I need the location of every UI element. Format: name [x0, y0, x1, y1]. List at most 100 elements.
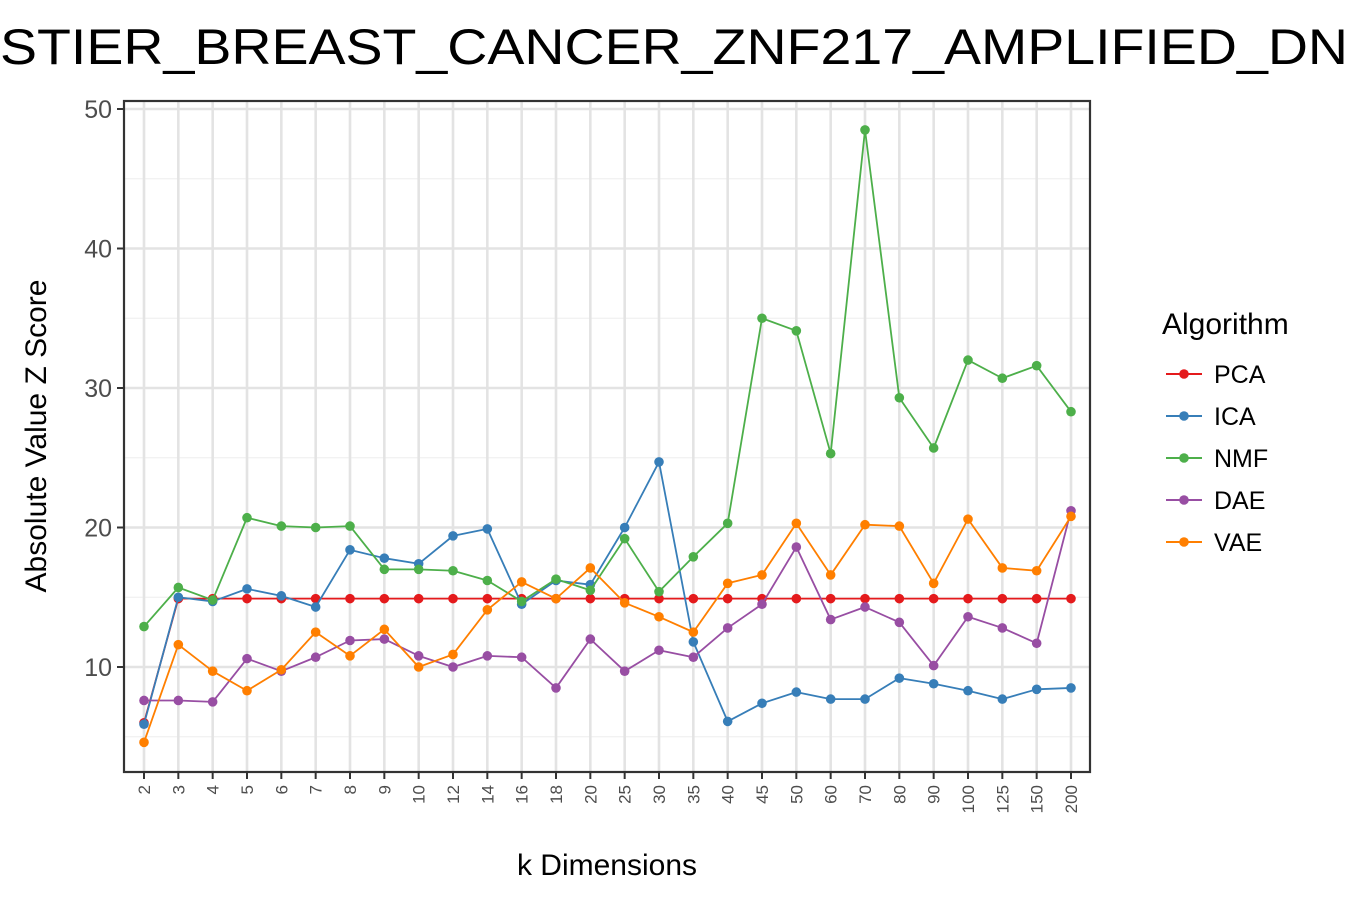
data-point-ica — [688, 637, 699, 647]
x-tick-label: 100 — [959, 785, 978, 813]
data-point-nmf — [997, 373, 1008, 384]
x-tick-label: 8 — [341, 785, 360, 794]
x-axis-title: k Dimensions — [517, 849, 697, 882]
data-point-vae — [310, 627, 321, 637]
data-point-nmf — [207, 595, 218, 605]
series-line-vae — [143, 515, 1072, 743]
data-point-dae — [928, 660, 939, 671]
data-point-vae — [551, 593, 561, 604]
legend-label-pca: PCA — [1214, 361, 1266, 389]
legend-item-pca: PCA — [1166, 361, 1266, 389]
x-tick-label: 50 — [787, 785, 806, 804]
data-point-nmf — [448, 565, 458, 576]
data-point-nmf — [791, 326, 802, 336]
data-point-nmf — [963, 355, 973, 365]
data-point-nmf — [585, 585, 596, 596]
data-point-ica — [276, 591, 287, 601]
data-point-pca — [1031, 593, 1042, 604]
data-point-vae — [928, 578, 939, 589]
data-point-pca — [345, 593, 355, 604]
data-point-ica — [173, 592, 184, 603]
data-point-dae — [207, 697, 218, 707]
x-tick-label: 18 — [547, 785, 566, 804]
chart-title: STIER_BREAST_CANCER_ZNF217_AMPLIFIED_DN — [0, 19, 1348, 75]
legend-title: Algorithm — [1162, 308, 1289, 341]
data-point-nmf — [1031, 360, 1042, 371]
data-point-vae — [379, 624, 390, 635]
data-point-nmf — [310, 522, 321, 533]
data-point-nmf — [757, 313, 767, 324]
legend-label-vae: VAE — [1214, 529, 1262, 557]
data-point-vae — [791, 518, 802, 529]
data-point-vae — [963, 514, 973, 524]
data-point-pca — [448, 593, 458, 604]
data-point-dae — [894, 617, 905, 628]
data-point-nmf — [276, 521, 287, 531]
data-point-vae — [516, 577, 527, 587]
data-point-pca — [310, 593, 321, 604]
y-tick-label: 30 — [84, 375, 112, 403]
data-point-vae — [173, 639, 184, 650]
data-point-dae — [413, 651, 424, 661]
data-point-ica — [345, 545, 355, 555]
legend-label-ica: ICA — [1214, 403, 1256, 431]
data-point-vae — [894, 521, 905, 531]
series-lines — [139, 125, 1076, 748]
data-point-nmf — [688, 551, 699, 562]
data-point-dae — [619, 666, 630, 676]
data-point-dae — [963, 611, 973, 622]
x-tick-label: 125 — [993, 785, 1012, 813]
data-point-vae — [997, 563, 1008, 573]
grid-lines — [124, 101, 1090, 772]
data-point-vae — [242, 685, 252, 696]
data-point-dae — [997, 623, 1008, 633]
data-point-pca — [482, 593, 493, 604]
data-point-pca — [722, 593, 733, 604]
data-point-nmf — [928, 443, 939, 453]
data-point-nmf — [654, 586, 664, 597]
data-point-pca — [242, 593, 252, 604]
x-tick-label: 45 — [753, 785, 772, 804]
legend: Algorithm PCA ICA NMF DAE VAE — [1162, 308, 1289, 557]
data-point-nmf — [825, 448, 836, 459]
y-tick-label: 40 — [84, 236, 112, 264]
data-point-dae — [516, 652, 527, 663]
legend-label-dae: DAE — [1214, 487, 1265, 515]
x-tick-label: 7 — [307, 785, 326, 794]
data-point-nmf — [173, 582, 184, 593]
legend-item-dae: DAE — [1166, 487, 1265, 515]
data-point-ica — [619, 522, 630, 533]
data-point-dae — [722, 623, 733, 633]
data-point-vae — [825, 570, 836, 580]
data-point-dae — [825, 614, 836, 625]
data-point-nmf — [482, 575, 493, 586]
x-tick-label: 3 — [169, 785, 188, 794]
data-point-nmf — [860, 125, 870, 135]
x-tick-label: 35 — [684, 785, 703, 804]
x-tick-label: 40 — [719, 785, 738, 804]
data-point-dae — [791, 542, 802, 552]
data-point-vae — [757, 570, 767, 580]
legend-items: PCA ICA NMF DAE VAE — [1166, 361, 1268, 557]
y-tick-label: 50 — [84, 96, 112, 124]
data-point-dae — [482, 651, 493, 661]
data-point-dae — [345, 635, 355, 646]
data-point-vae — [1031, 565, 1042, 576]
x-tick-label: 12 — [444, 785, 463, 804]
data-point-pca — [825, 593, 836, 604]
data-point-nmf — [551, 574, 561, 584]
x-tick-label: 80 — [890, 785, 909, 804]
legend-key-point — [1179, 369, 1189, 379]
legend-key-point — [1179, 453, 1189, 463]
series-ica — [139, 457, 1076, 729]
y-axis-title: Absolute Value Z Score — [20, 280, 53, 593]
legend-item-ica: ICA — [1166, 403, 1256, 431]
data-point-ica — [860, 694, 870, 704]
data-point-pca — [585, 593, 596, 604]
plot-background — [124, 101, 1090, 772]
data-point-nmf — [139, 621, 149, 632]
data-point-vae — [345, 651, 355, 661]
series-vae — [139, 511, 1076, 748]
data-point-dae — [310, 652, 321, 663]
